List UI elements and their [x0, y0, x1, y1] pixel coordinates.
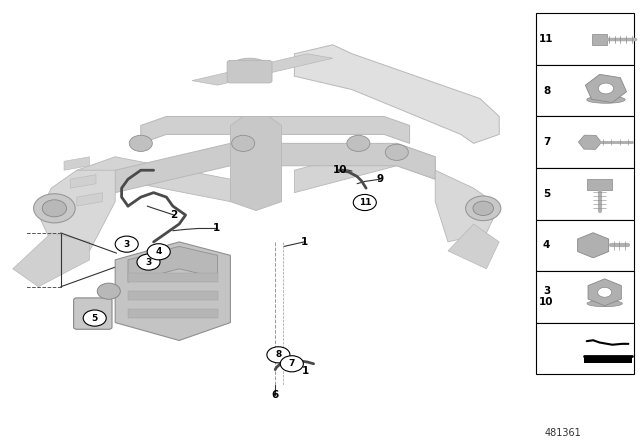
Ellipse shape — [97, 283, 120, 299]
Text: 1: 1 — [302, 366, 310, 376]
Text: 2: 2 — [170, 210, 178, 220]
Circle shape — [232, 135, 255, 151]
Ellipse shape — [230, 58, 269, 76]
Circle shape — [267, 347, 290, 363]
Text: 5: 5 — [92, 314, 98, 323]
Circle shape — [137, 254, 160, 270]
Text: 4: 4 — [156, 247, 162, 256]
Polygon shape — [128, 291, 218, 300]
Circle shape — [598, 288, 612, 297]
Polygon shape — [128, 309, 218, 318]
Text: 3
10: 3 10 — [540, 286, 554, 307]
Ellipse shape — [466, 196, 501, 221]
Circle shape — [129, 135, 152, 151]
Ellipse shape — [42, 200, 67, 217]
FancyBboxPatch shape — [587, 179, 612, 190]
Text: 6: 6 — [271, 390, 279, 400]
Ellipse shape — [473, 201, 493, 215]
Polygon shape — [64, 157, 90, 170]
Polygon shape — [448, 224, 499, 269]
Bar — [536, 13, 634, 65]
Polygon shape — [192, 54, 333, 85]
Bar — [536, 271, 634, 323]
Text: 3: 3 — [145, 258, 152, 267]
Text: 1: 1 — [300, 237, 308, 247]
Circle shape — [147, 244, 170, 260]
Circle shape — [280, 356, 303, 372]
FancyBboxPatch shape — [227, 60, 272, 83]
Text: 8: 8 — [543, 86, 550, 96]
Circle shape — [115, 236, 138, 252]
Text: 11: 11 — [358, 198, 371, 207]
FancyBboxPatch shape — [592, 34, 607, 45]
Bar — [536, 168, 634, 220]
Bar — [536, 65, 634, 116]
Text: 8: 8 — [275, 350, 282, 359]
Text: 7: 7 — [289, 359, 295, 368]
Polygon shape — [294, 143, 435, 193]
Text: 10: 10 — [333, 165, 348, 175]
Polygon shape — [141, 116, 410, 143]
Bar — [584, 357, 632, 363]
Circle shape — [347, 135, 370, 151]
Polygon shape — [128, 273, 218, 282]
Polygon shape — [435, 170, 499, 242]
Polygon shape — [13, 233, 90, 287]
FancyBboxPatch shape — [74, 298, 112, 329]
Text: 3: 3 — [124, 240, 130, 249]
Polygon shape — [294, 45, 499, 143]
Text: 5: 5 — [543, 189, 550, 199]
Text: 9: 9 — [376, 174, 384, 184]
Text: 7: 7 — [543, 137, 550, 147]
Circle shape — [598, 83, 614, 94]
Ellipse shape — [34, 194, 76, 223]
Ellipse shape — [587, 301, 622, 307]
Polygon shape — [128, 246, 218, 282]
Polygon shape — [230, 116, 282, 211]
Bar — [536, 220, 634, 271]
Polygon shape — [38, 170, 115, 251]
Polygon shape — [115, 143, 435, 193]
Circle shape — [83, 310, 106, 326]
Text: 4: 4 — [543, 240, 550, 250]
Polygon shape — [115, 242, 230, 340]
Polygon shape — [77, 157, 230, 202]
Text: 11: 11 — [540, 34, 554, 44]
Polygon shape — [70, 175, 96, 188]
Text: 481361: 481361 — [545, 428, 582, 438]
Bar — [536, 116, 634, 168]
Ellipse shape — [587, 96, 625, 103]
Circle shape — [353, 194, 376, 211]
Polygon shape — [77, 193, 102, 206]
Text: 1: 1 — [212, 224, 220, 233]
Bar — [536, 323, 634, 374]
Circle shape — [385, 144, 408, 160]
